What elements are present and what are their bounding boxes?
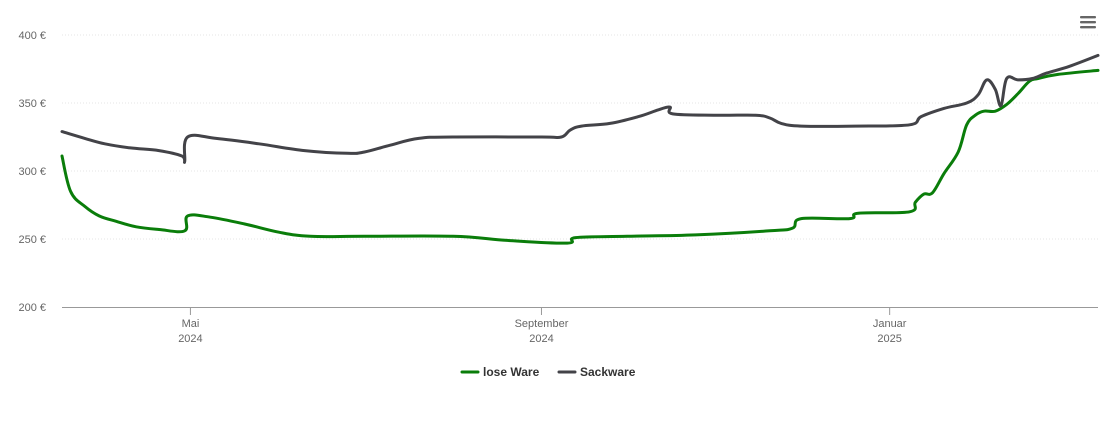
legend-label: Sackware [580, 365, 636, 379]
y-tick-label: 200 € [18, 302, 46, 314]
y-tick-label: 250 € [18, 234, 46, 246]
x-tick-year-label: 2025 [877, 333, 901, 345]
legend[interactable]: lose Ware Sackware [460, 365, 636, 379]
x-tick-label: Januar [873, 318, 907, 330]
series-line-0[interactable] [60, 68, 1100, 245]
x-tick-year-label: 2024 [178, 333, 202, 345]
menu-icon[interactable] [1078, 12, 1098, 32]
series-lines [60, 53, 1100, 245]
menu-icon-bar-3 [1080, 26, 1096, 29]
y-axis: 200 € 250 € 300 € 350 € 400 € [18, 30, 46, 314]
series-line-1[interactable] [60, 53, 1100, 164]
menu-icon-bar-2 [1080, 21, 1096, 24]
x-tick-label: Mai [182, 318, 200, 330]
x-tick-year-label: 2024 [529, 333, 553, 345]
y-tick-label: 300 € [18, 166, 46, 178]
menu-icon-bar-1 [1080, 16, 1096, 19]
y-tick-label: 400 € [18, 30, 46, 42]
legend-item-0[interactable]: lose Ware [460, 365, 540, 379]
x-axis: Mai 2024 September 2024 Januar 2025 [62, 307, 1098, 345]
legend-item-1[interactable]: Sackware [557, 365, 636, 379]
x-tick-label: September [515, 318, 569, 330]
grid-lines [62, 34, 1098, 240]
legend-label: lose Ware [483, 365, 540, 379]
y-tick-label: 350 € [18, 98, 46, 110]
